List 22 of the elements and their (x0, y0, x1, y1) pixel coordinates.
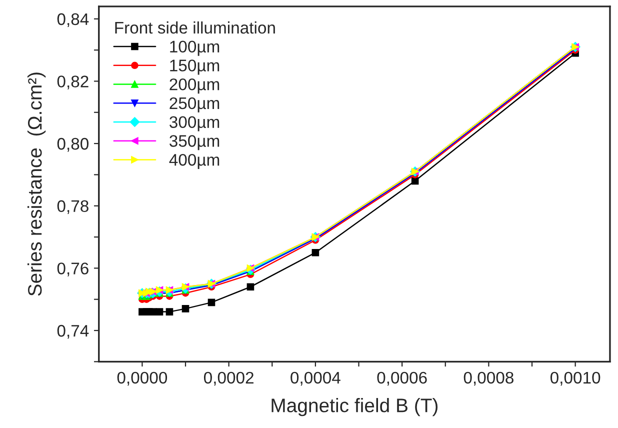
legend-label: 350µm (170, 135, 220, 150)
y-tick-label: 0,84 (57, 13, 89, 28)
x-tick-label: 0,0002 (204, 372, 254, 386)
x-tick-label: 0,0000 (117, 372, 168, 386)
legend-label: 400µm (169, 154, 220, 170)
x-tick-label: 0,0008 (464, 372, 514, 386)
y-tick-label: 0,74 (57, 324, 89, 339)
x-tick-label: 0,0010 (550, 372, 600, 386)
legend-title: Front side illumination (115, 21, 275, 34)
y-tick-label: 0,80 (57, 138, 89, 152)
y-axis-title: Series resistance (Ω.cm²) (27, 72, 46, 296)
legend-label: 200µm (170, 78, 220, 94)
y-tick-label: 0,76 (57, 262, 88, 276)
y-tick-label: 0,82 (57, 76, 88, 90)
y-tick-label: 0,78 (57, 200, 88, 214)
x-tick-label: 0,0006 (377, 372, 427, 386)
legend-label: 150µm (170, 60, 220, 75)
x-tick-label: 0,0004 (290, 372, 340, 386)
x-axis-title: Magnetic field B (T) (272, 398, 438, 416)
legend-label: 250µm (170, 97, 220, 112)
legend-label: 100µm (170, 40, 220, 56)
legend-label: 300µm (170, 116, 220, 132)
